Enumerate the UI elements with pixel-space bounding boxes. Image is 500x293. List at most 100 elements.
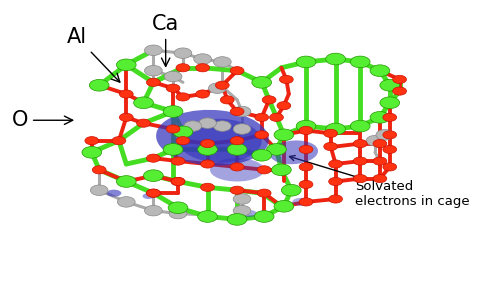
Circle shape [255, 131, 268, 139]
Circle shape [227, 214, 247, 225]
Circle shape [277, 102, 291, 110]
Circle shape [146, 78, 160, 86]
Circle shape [373, 157, 387, 165]
Circle shape [214, 57, 231, 67]
Circle shape [85, 137, 98, 145]
Circle shape [136, 119, 150, 127]
Circle shape [392, 75, 406, 84]
Circle shape [274, 129, 293, 141]
Circle shape [280, 75, 293, 84]
Circle shape [116, 176, 136, 187]
Circle shape [299, 126, 313, 134]
Circle shape [169, 208, 187, 219]
Circle shape [328, 160, 342, 168]
Circle shape [296, 56, 316, 68]
Ellipse shape [178, 119, 262, 163]
Circle shape [354, 175, 367, 183]
Ellipse shape [210, 158, 264, 181]
Circle shape [116, 59, 136, 71]
Circle shape [176, 93, 190, 101]
Text: Ca: Ca [152, 14, 180, 66]
Circle shape [233, 205, 251, 216]
Circle shape [196, 90, 209, 98]
Circle shape [146, 189, 160, 197]
Circle shape [258, 189, 271, 197]
Circle shape [354, 157, 367, 165]
Circle shape [252, 76, 272, 88]
Ellipse shape [242, 210, 257, 217]
Circle shape [383, 113, 396, 121]
Circle shape [144, 205, 162, 216]
Circle shape [299, 198, 313, 206]
Circle shape [282, 184, 301, 196]
Circle shape [118, 197, 135, 207]
Circle shape [92, 166, 106, 174]
Circle shape [274, 200, 293, 212]
Circle shape [134, 97, 154, 109]
Circle shape [144, 45, 162, 55]
Circle shape [173, 126, 193, 138]
Circle shape [266, 144, 286, 155]
Text: Solvated
electrons in cage: Solvated electrons in cage [290, 156, 470, 208]
Circle shape [214, 121, 231, 131]
Circle shape [220, 96, 234, 104]
Circle shape [82, 146, 102, 158]
Circle shape [146, 154, 160, 162]
Circle shape [163, 144, 183, 155]
Circle shape [120, 113, 133, 121]
Circle shape [166, 84, 180, 92]
Circle shape [380, 79, 400, 91]
Circle shape [120, 90, 133, 98]
Circle shape [200, 160, 214, 168]
Circle shape [112, 137, 126, 145]
Circle shape [174, 48, 192, 58]
Circle shape [233, 124, 251, 134]
Circle shape [144, 170, 163, 181]
Circle shape [299, 180, 313, 188]
Circle shape [350, 120, 370, 132]
Circle shape [233, 106, 251, 117]
Circle shape [233, 194, 251, 204]
Circle shape [230, 108, 244, 116]
Circle shape [171, 177, 185, 185]
Circle shape [258, 166, 271, 174]
Ellipse shape [292, 198, 310, 206]
Circle shape [230, 67, 244, 75]
Circle shape [326, 123, 345, 135]
Circle shape [270, 113, 283, 121]
Ellipse shape [156, 110, 269, 166]
Circle shape [200, 139, 214, 148]
Circle shape [299, 145, 313, 154]
Ellipse shape [142, 193, 154, 199]
Circle shape [383, 163, 396, 171]
Circle shape [216, 81, 229, 89]
Circle shape [144, 65, 162, 76]
Circle shape [328, 177, 342, 185]
Circle shape [166, 125, 180, 133]
Circle shape [324, 142, 338, 151]
Circle shape [328, 195, 342, 203]
Circle shape [272, 164, 291, 176]
Circle shape [198, 144, 218, 155]
Circle shape [230, 186, 244, 194]
Circle shape [366, 135, 384, 146]
Circle shape [254, 211, 274, 222]
Circle shape [383, 131, 396, 139]
Circle shape [354, 139, 367, 148]
Circle shape [227, 144, 247, 155]
Circle shape [392, 87, 406, 95]
Circle shape [146, 189, 160, 197]
Circle shape [262, 96, 276, 104]
Circle shape [383, 145, 396, 154]
Circle shape [171, 157, 185, 165]
Circle shape [164, 71, 182, 82]
Circle shape [350, 56, 370, 68]
Circle shape [171, 177, 185, 185]
Text: O: O [12, 110, 72, 130]
Circle shape [208, 83, 226, 93]
Circle shape [90, 185, 108, 195]
Circle shape [299, 163, 313, 171]
Circle shape [370, 112, 390, 123]
Circle shape [230, 163, 244, 171]
Circle shape [373, 175, 387, 183]
